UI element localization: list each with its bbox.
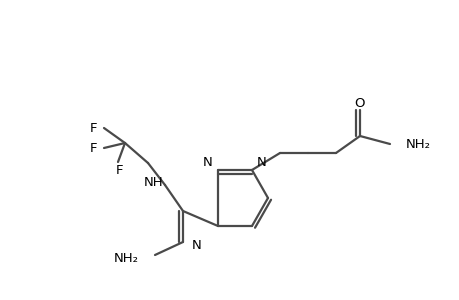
Text: N: N [257, 157, 266, 169]
Text: N: N [191, 239, 202, 253]
Text: NH: NH [143, 176, 162, 188]
Text: O: O [354, 97, 364, 110]
Text: N: N [203, 157, 213, 169]
Text: F: F [90, 122, 97, 134]
Text: NH₂: NH₂ [405, 137, 430, 151]
Text: F: F [116, 164, 123, 176]
Text: F: F [90, 142, 97, 154]
Text: NH₂: NH₂ [114, 253, 139, 266]
